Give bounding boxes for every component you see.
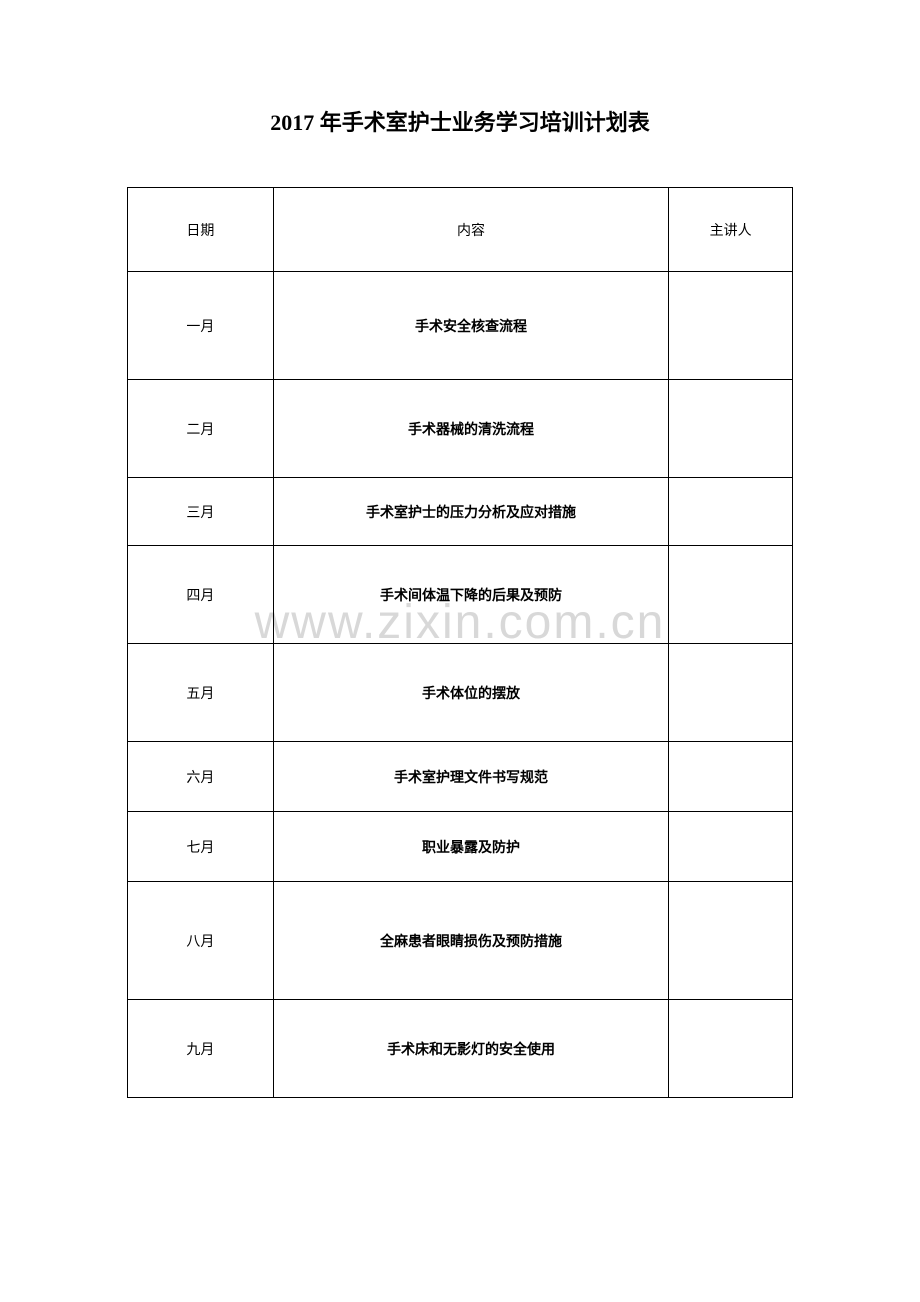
- table-row: 四月手术间体温下降的后果及预防: [128, 546, 793, 644]
- table-row: 七月职业暴露及防护: [128, 812, 793, 882]
- cell-speaker: [669, 478, 793, 546]
- cell-speaker: [669, 272, 793, 380]
- cell-speaker: [669, 380, 793, 478]
- cell-content: 手术安全核查流程: [273, 272, 668, 380]
- cell-date: 二月: [128, 380, 274, 478]
- schedule-table-container: 日期内容主讲人一月手术安全核查流程二月手术器械的清洗流程三月手术室护士的压力分析…: [127, 187, 793, 1098]
- cell-speaker: [669, 1000, 793, 1098]
- cell-speaker: [669, 644, 793, 742]
- cell-speaker: [669, 742, 793, 812]
- cell-content: 手术器械的清洗流程: [273, 380, 668, 478]
- cell-content: 全麻患者眼睛损伤及预防措施: [273, 882, 668, 1000]
- table-row: 八月全麻患者眼睛损伤及预防措施: [128, 882, 793, 1000]
- table-row: 九月手术床和无影灯的安全使用: [128, 1000, 793, 1098]
- cell-date: 一月: [128, 272, 274, 380]
- header-content: 内容: [273, 188, 668, 272]
- table-row: 二月手术器械的清洗流程: [128, 380, 793, 478]
- table-header-row: 日期内容主讲人: [128, 188, 793, 272]
- header-date: 日期: [128, 188, 274, 272]
- cell-date: 九月: [128, 1000, 274, 1098]
- cell-content: 手术间体温下降的后果及预防: [273, 546, 668, 644]
- cell-speaker: [669, 546, 793, 644]
- cell-content: 手术床和无影灯的安全使用: [273, 1000, 668, 1098]
- cell-speaker: [669, 812, 793, 882]
- cell-content: 职业暴露及防护: [273, 812, 668, 882]
- cell-speaker: [669, 882, 793, 1000]
- cell-content: 手术室护士的压力分析及应对措施: [273, 478, 668, 546]
- cell-date: 五月: [128, 644, 274, 742]
- cell-content: 手术体位的摆放: [273, 644, 668, 742]
- table-row: 三月手术室护士的压力分析及应对措施: [128, 478, 793, 546]
- cell-content: 手术室护理文件书写规范: [273, 742, 668, 812]
- schedule-table: 日期内容主讲人一月手术安全核查流程二月手术器械的清洗流程三月手术室护士的压力分析…: [127, 187, 793, 1098]
- cell-date: 六月: [128, 742, 274, 812]
- cell-date: 三月: [128, 478, 274, 546]
- cell-date: 七月: [128, 812, 274, 882]
- header-speaker: 主讲人: [669, 188, 793, 272]
- table-row: 六月手术室护理文件书写规范: [128, 742, 793, 812]
- cell-date: 四月: [128, 546, 274, 644]
- table-row: 一月手术安全核查流程: [128, 272, 793, 380]
- page-title: 2017 年手术室护士业务学习培训计划表: [0, 0, 920, 187]
- table-row: 五月手术体位的摆放: [128, 644, 793, 742]
- cell-date: 八月: [128, 882, 274, 1000]
